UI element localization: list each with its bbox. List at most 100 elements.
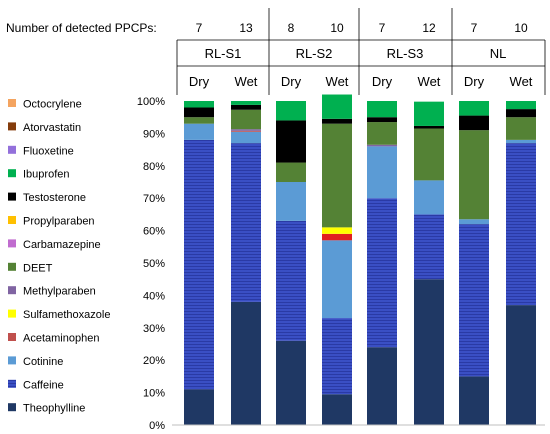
detected-count: 7 — [379, 21, 386, 35]
bar-segment — [459, 101, 489, 116]
bar-segment — [184, 139, 214, 390]
detected-count: 13 — [239, 21, 253, 35]
detected-count: 7 — [471, 21, 478, 35]
bar-segment — [459, 115, 489, 131]
bar-segment — [322, 123, 352, 228]
legend-label: Carbamazepine — [23, 239, 101, 251]
bar-segment — [322, 318, 352, 395]
legend-swatch — [8, 99, 16, 107]
bar-segment — [459, 130, 489, 220]
bar-segment — [322, 240, 352, 319]
bar-segment — [322, 394, 352, 425]
bar-segment — [231, 109, 261, 130]
bar-segment — [414, 125, 444, 129]
legend-label: Methylparaben — [23, 286, 96, 298]
legend-swatch — [8, 356, 16, 365]
bar-segment — [414, 214, 444, 280]
bar-segment — [184, 123, 214, 140]
bar-segment — [414, 101, 444, 126]
y-tick-label: 0% — [149, 420, 165, 432]
bar-segment — [367, 146, 397, 199]
header-grid — [176, 8, 546, 95]
condition-label: Wet — [326, 74, 349, 89]
bar-segment — [276, 101, 306, 121]
legend-swatch — [8, 216, 16, 224]
bar-segment — [184, 107, 214, 118]
detected-count: 10 — [514, 21, 528, 35]
bar-segment — [231, 101, 261, 105]
legend-swatch — [8, 333, 16, 341]
y-tick-label: 90% — [143, 128, 165, 140]
legend-swatch — [8, 379, 16, 388]
detected-count: 7 — [196, 21, 203, 35]
bar-segment — [231, 301, 261, 425]
bar-segment — [276, 120, 306, 163]
bar-segment — [459, 224, 489, 377]
bar-segment — [231, 143, 261, 302]
bar-segment — [459, 219, 489, 225]
bar-segment — [322, 118, 352, 124]
bar-segment — [231, 129, 261, 131]
bar-segment — [367, 122, 397, 145]
legend-swatch — [8, 192, 16, 201]
bar-segment — [322, 94, 352, 119]
bar-segment — [322, 227, 352, 234]
bar-segment — [414, 180, 444, 215]
bar-segment — [367, 101, 397, 118]
y-tick-label: 20% — [143, 355, 165, 367]
bar-segment — [322, 233, 352, 241]
bar-segment — [184, 117, 214, 124]
bar-segment — [231, 131, 261, 144]
bar-segment — [367, 198, 397, 348]
bar-segment — [506, 117, 536, 140]
legend-label: Caffeine — [23, 379, 64, 391]
legend-label: Sulfamethoxazole — [23, 309, 110, 321]
bar-segment — [367, 144, 397, 147]
legend-label: Ibuprofen — [23, 169, 69, 181]
bar-segment — [184, 389, 214, 425]
group-label: NL — [490, 46, 507, 61]
y-tick-label: 30% — [143, 323, 165, 335]
legend-swatch — [8, 239, 16, 248]
bar-segment — [276, 162, 306, 182]
legend-swatch — [8, 286, 16, 295]
detected-count: 12 — [422, 21, 436, 35]
y-tick-label: 60% — [143, 226, 165, 238]
group-label: RL-S1 — [205, 46, 242, 61]
legend-label: Theophylline — [23, 403, 85, 415]
legend-swatch — [8, 169, 16, 178]
bar-segment — [506, 109, 536, 118]
detected-count: 8 — [288, 21, 295, 35]
legend-label: Testosterone — [23, 192, 86, 204]
bar-segment — [231, 130, 261, 132]
legend-label: Octocrylene — [23, 99, 82, 111]
bar-segment — [276, 220, 306, 341]
bar-segment — [276, 340, 306, 425]
condition-label: Dry — [189, 74, 210, 89]
bar-segment — [506, 139, 536, 144]
y-tick-label: 80% — [143, 161, 165, 173]
legend-swatch — [8, 122, 16, 131]
bar-segment — [367, 347, 397, 425]
bar-segment — [506, 305, 536, 425]
condition-label: Dry — [372, 74, 393, 89]
condition-label: Dry — [281, 74, 302, 89]
y-tick-label: 40% — [143, 290, 165, 302]
bar-segment — [414, 128, 444, 181]
legend-label: Acetaminophen — [23, 333, 99, 345]
detected-count-label: Number of detected PPCPs: — [6, 21, 157, 35]
bar-segment — [414, 279, 444, 425]
condition-label: Wet — [510, 74, 533, 89]
y-tick-label: 10% — [143, 388, 165, 400]
bar-segment — [367, 117, 397, 123]
legend-label: Cotinine — [23, 356, 63, 368]
legend-label: Atorvastatin — [23, 122, 81, 134]
bar-segment — [459, 376, 489, 425]
bar-segment — [506, 143, 536, 306]
group-label: RL-S2 — [296, 46, 333, 61]
legend-swatch — [8, 309, 16, 318]
bar-segment — [506, 101, 536, 110]
condition-label: Wet — [235, 74, 258, 89]
legend-label: Fluoxetine — [23, 145, 74, 157]
